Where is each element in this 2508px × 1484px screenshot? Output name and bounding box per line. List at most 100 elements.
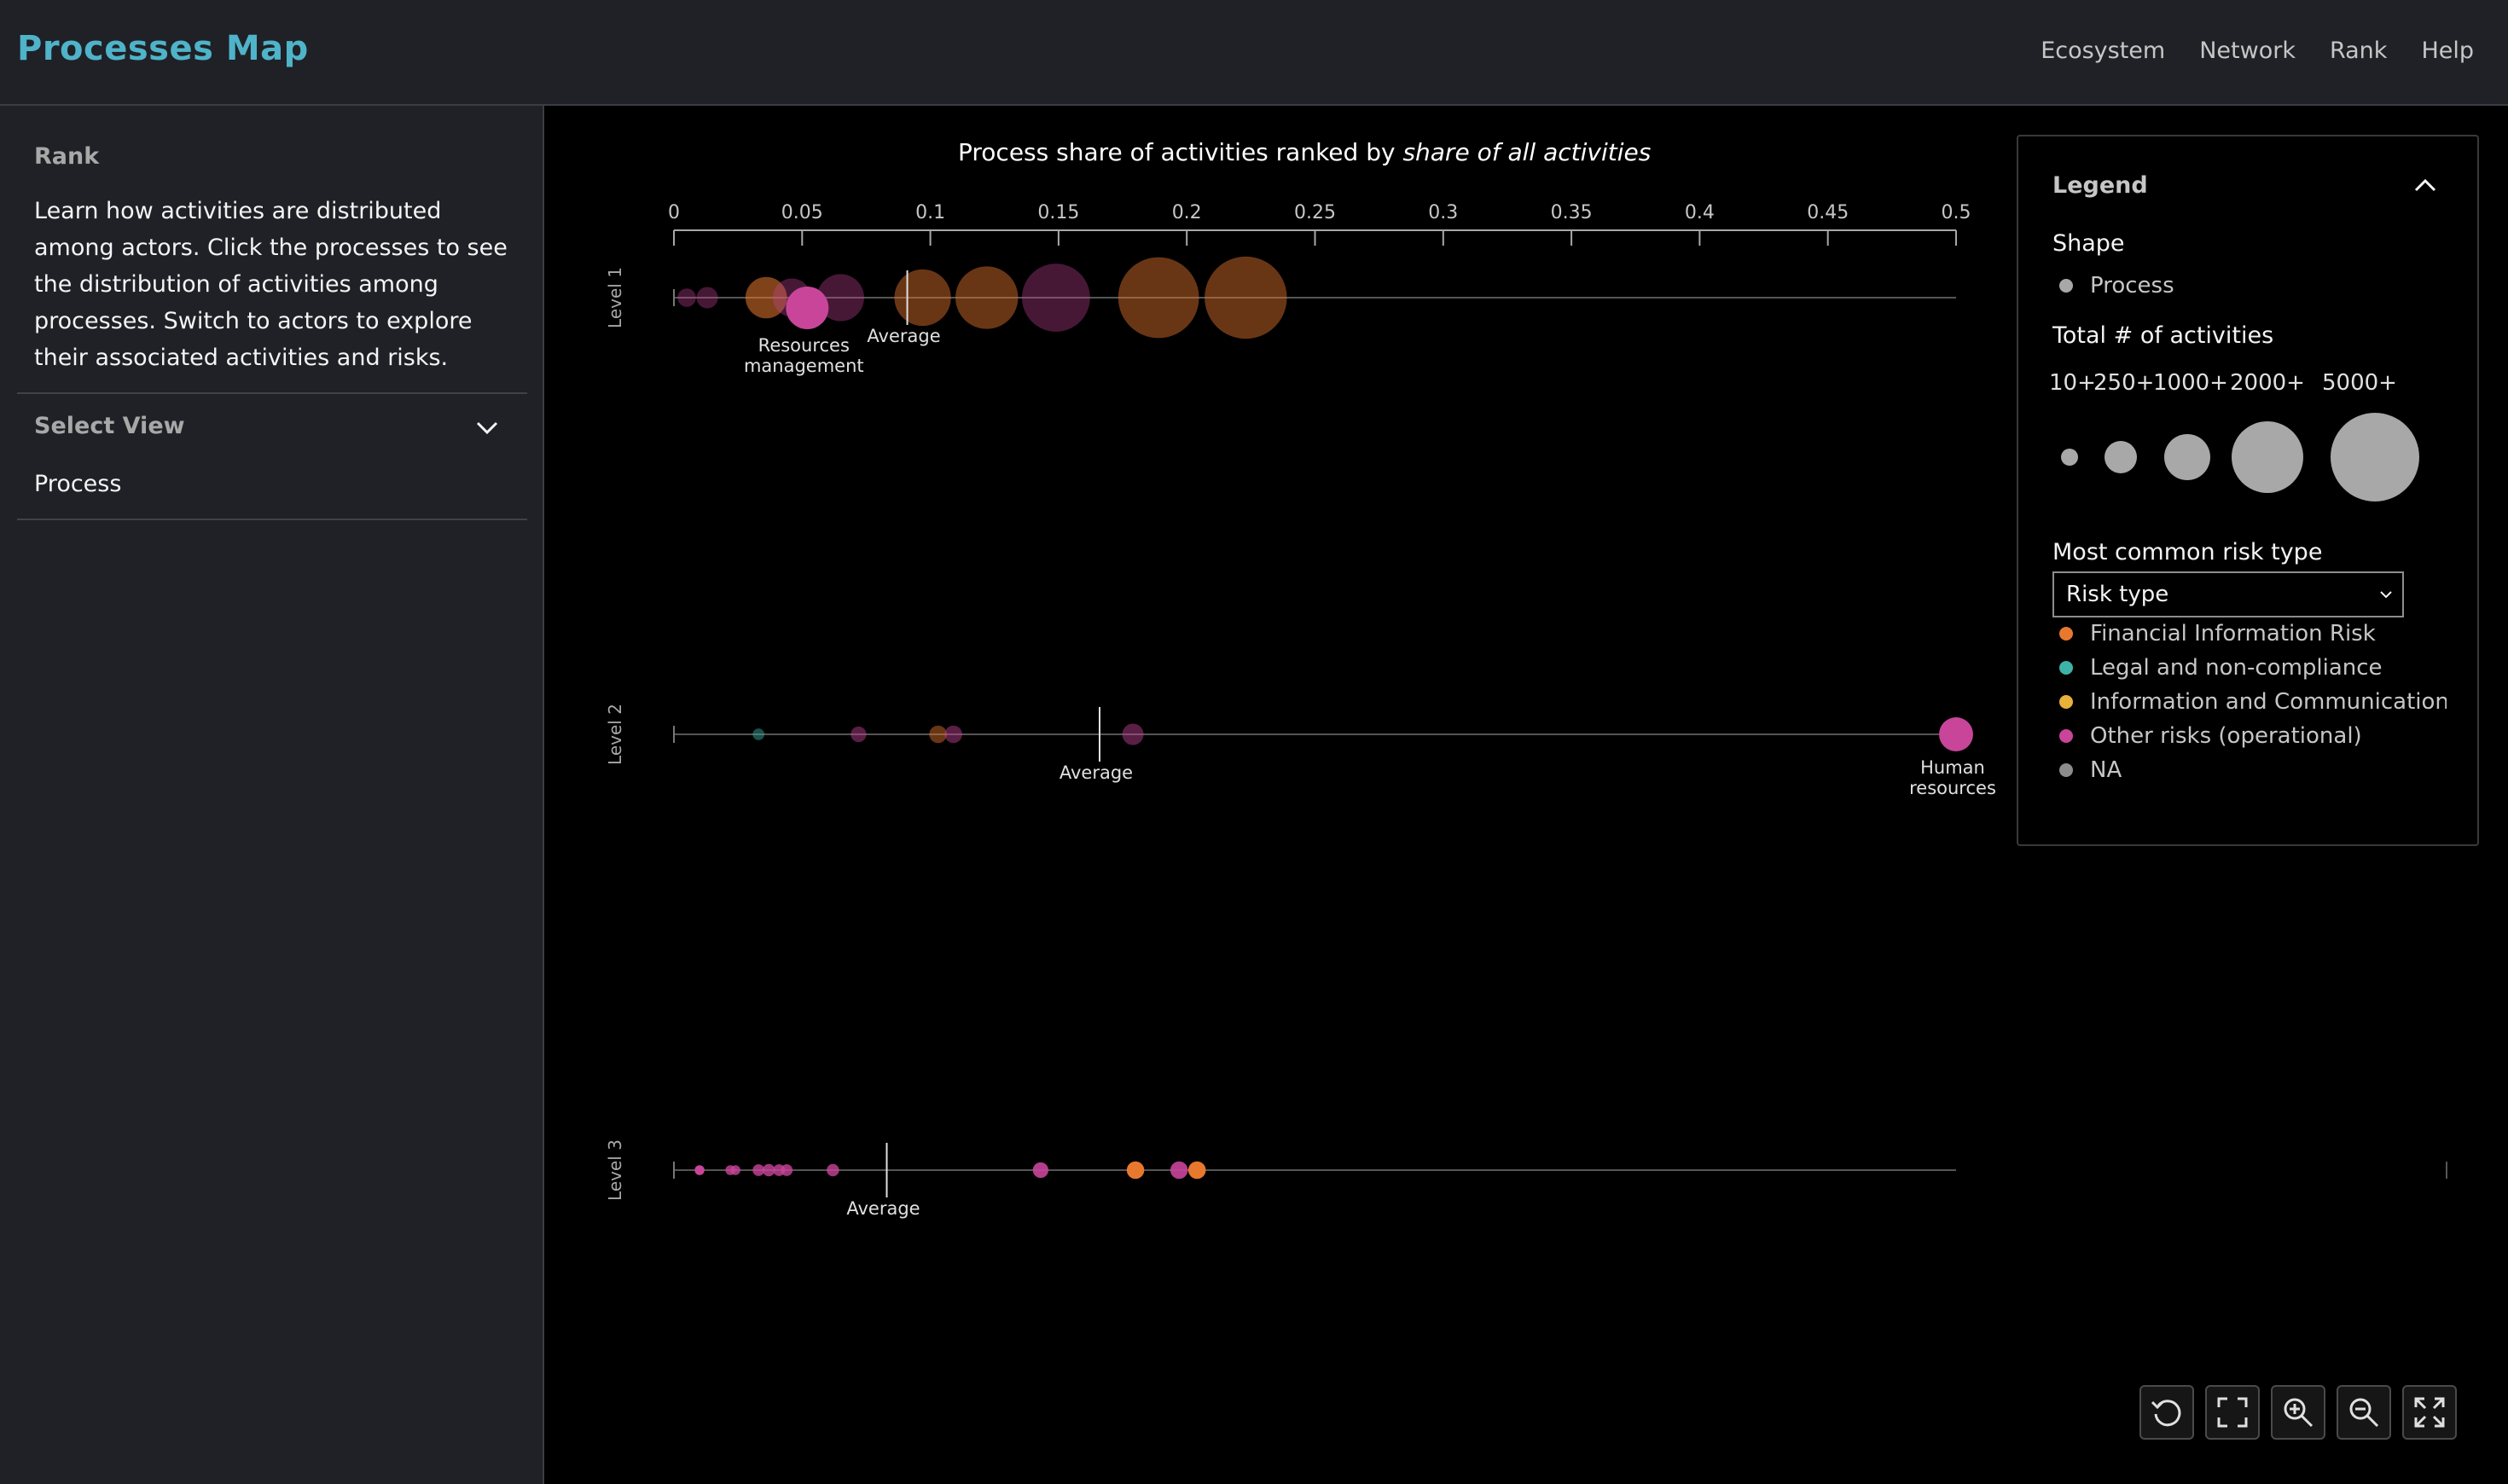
size-label: 5000+ <box>2322 370 2397 396</box>
chart-title-text: Process share of activities ranked by <box>958 138 1403 166</box>
x-tick-label: 0.1 <box>915 202 945 223</box>
process-bubble[interactable] <box>772 278 811 317</box>
legend-title: Legend <box>2052 172 2148 199</box>
map-controls <box>2139 1385 2457 1440</box>
reset-view-button[interactable] <box>2139 1385 2194 1440</box>
nav-help[interactable]: Help <box>2421 38 2474 64</box>
x-tick-label: 0.2 <box>1172 202 1202 223</box>
process-bubble[interactable] <box>1187 1161 1206 1180</box>
risk-item-label: Other risks (operational) <box>2090 723 2362 749</box>
nav-network[interactable]: Network <box>2199 38 2296 64</box>
risk-color-icon <box>2059 729 2073 743</box>
process-bubble[interactable] <box>1126 1161 1145 1180</box>
process-label: Resources <box>758 335 850 356</box>
top-bar: Processes Map Ecosystem Network Rank Hel… <box>0 0 2508 106</box>
legend-size-heading: Total # of activities <box>2052 322 2274 349</box>
legend-panel: Legend Shape Process Total # of activiti… <box>2017 135 2479 846</box>
process-bubble[interactable] <box>752 1164 765 1176</box>
chart-title: Process share of activities ranked by sh… <box>958 138 1651 166</box>
process-bubble[interactable] <box>745 276 787 319</box>
select-view-option-process[interactable]: Process <box>34 471 122 497</box>
chart-row-3: Level 3 Average <box>605 1139 2447 1219</box>
sidebar-heading: Rank <box>34 143 100 170</box>
process-bubble[interactable] <box>730 1165 740 1175</box>
app-title[interactable]: Processes Map <box>17 29 309 68</box>
risk-color-icon <box>2059 661 2073 675</box>
risk-color-icon <box>2059 695 2073 709</box>
risk-type-select-value: Risk type <box>2066 582 2169 607</box>
row-label: Level 3 <box>605 1139 625 1201</box>
size-circle-2000 <box>2232 421 2303 493</box>
x-tick-label: 0.5 <box>1942 202 1971 223</box>
size-circle-5000 <box>2331 413 2419 501</box>
reset-icon <box>2151 1400 2181 1427</box>
zoom-out-button[interactable] <box>2337 1385 2391 1440</box>
fullscreen-button[interactable] <box>2402 1385 2457 1440</box>
legend-shape-label: Process <box>2090 273 2174 299</box>
process-bubble[interactable] <box>929 725 947 744</box>
fit-frame-icon <box>2217 1397 2248 1428</box>
process-bubble[interactable] <box>1170 1161 1188 1180</box>
risk-item-legal: Legal and non-compliance <box>2059 655 2383 681</box>
x-tick-label: 0.4 <box>1685 202 1715 223</box>
risk-item-label: Information and Communication Te <box>2090 689 2447 715</box>
legend-shape-heading: Shape <box>2052 230 2125 257</box>
process-bubble[interactable] <box>781 1164 793 1176</box>
process-bubble[interactable] <box>786 286 829 330</box>
sidebar-divider <box>17 519 527 520</box>
process-label: management <box>744 356 864 376</box>
process-bubble[interactable] <box>752 728 765 740</box>
legend-shape-item: Process <box>2059 273 2174 299</box>
average-label: Average <box>1060 762 1133 783</box>
process-bubble[interactable] <box>851 726 867 743</box>
nav-rank[interactable]: Rank <box>2329 38 2388 64</box>
select-view-label[interactable]: Select View <box>34 413 185 439</box>
process-bubble[interactable] <box>1939 717 1973 751</box>
risk-color-icon <box>2059 763 2073 777</box>
process-bubble[interactable] <box>1122 723 1144 745</box>
zoom-in-button[interactable] <box>2271 1385 2325 1440</box>
risk-type-select[interactable]: Risk type <box>2052 571 2404 617</box>
process-bubble[interactable] <box>694 1165 705 1175</box>
legend-risk-heading: Most common risk type <box>2052 539 2323 565</box>
row-label: Level 1 <box>605 267 625 328</box>
x-tick-label: 0.45 <box>1807 202 1849 223</box>
x-tick-label: 0.25 <box>1294 202 1336 223</box>
process-bubble[interactable] <box>816 274 864 322</box>
process-bubble[interactable] <box>1205 256 1287 339</box>
size-circle-250 <box>2105 441 2137 473</box>
fit-view-button[interactable] <box>2205 1385 2260 1440</box>
risk-item-ict: Information and Communication Te <box>2059 689 2447 715</box>
process-bubble[interactable] <box>1032 1162 1049 1179</box>
process-bubble[interactable] <box>1021 264 1090 332</box>
process-bubble[interactable] <box>677 288 696 307</box>
process-bubble[interactable] <box>1118 257 1199 339</box>
zoom-out-icon <box>2349 1398 2379 1428</box>
size-scale-circles <box>2061 413 2419 501</box>
process-bubble[interactable] <box>696 287 718 309</box>
chevron-up-icon[interactable] <box>2412 176 2438 194</box>
process-bubble[interactable] <box>827 1163 839 1177</box>
risk-item-label: NA <box>2090 757 2122 783</box>
sidebar-description: Learn how activities are distributed amo… <box>34 198 508 371</box>
risk-type-list: Financial Information Risk Legal and non… <box>2052 614 2447 836</box>
risk-item-other: Other risks (operational) <box>2059 723 2362 749</box>
fullscreen-icon <box>2414 1397 2445 1428</box>
process-bubble[interactable] <box>944 725 962 744</box>
row-label: Level 2 <box>605 704 625 765</box>
size-label: 10+ <box>2049 370 2096 396</box>
nav-ecosystem[interactable]: Ecosystem <box>2041 38 2166 64</box>
risk-item-financial: Financial Information Risk <box>2059 621 2376 646</box>
process-bubble[interactable] <box>955 266 1019 329</box>
chevron-down-icon[interactable] <box>474 418 500 437</box>
process-bubble[interactable] <box>894 269 951 327</box>
sidebar-divider <box>17 392 527 394</box>
x-tick-label: 0.35 <box>1551 202 1593 223</box>
chart-title-emphasis: share of all activities <box>1402 138 1652 166</box>
risk-color-icon <box>2059 627 2073 641</box>
size-label: 1000+ <box>2153 370 2228 396</box>
process-bubble[interactable] <box>762 1163 775 1177</box>
